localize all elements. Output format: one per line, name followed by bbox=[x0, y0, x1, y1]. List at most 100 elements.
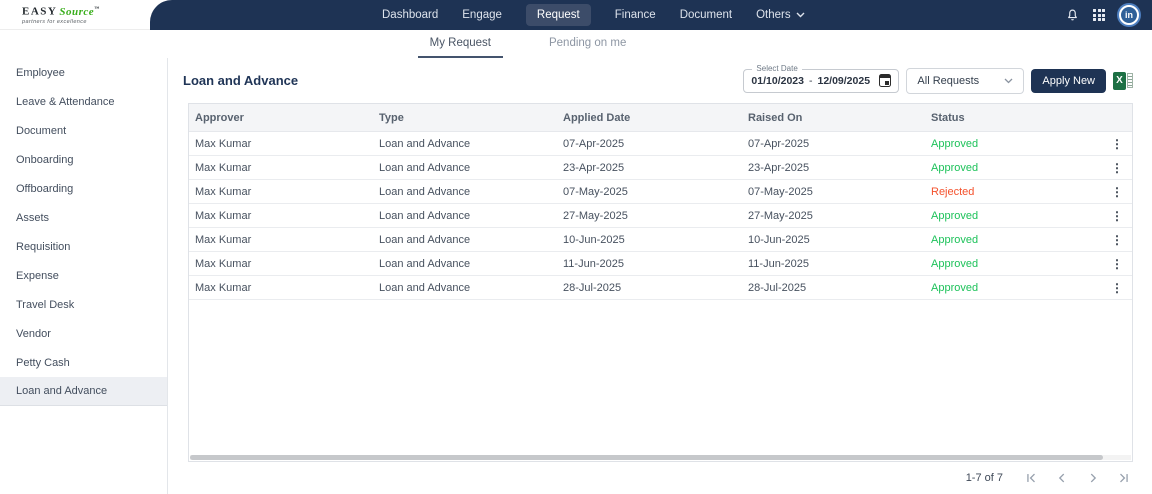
horizontal-scrollbar-thumb[interactable] bbox=[190, 455, 1103, 460]
raised-on-cell: 07-May-2025 bbox=[748, 185, 813, 198]
calendar-icon[interactable] bbox=[879, 74, 892, 87]
nav-item-dashboard[interactable]: Dashboard bbox=[382, 9, 439, 21]
type-cell: Loan and Advance bbox=[379, 137, 471, 150]
tab-pending-on-me[interactable]: Pending on me bbox=[548, 37, 627, 49]
row-actions-kebab-icon[interactable]: ⋮ bbox=[1111, 136, 1123, 151]
excel-sheet-glyph bbox=[1127, 73, 1133, 88]
nav-item-finance[interactable]: Finance bbox=[614, 9, 656, 21]
brand-easy: EASY bbox=[22, 5, 58, 18]
sidebar-item-document[interactable]: Document bbox=[16, 124, 67, 137]
status-text: Approved bbox=[931, 281, 979, 294]
raised-on-cell: 11-Jun-2025 bbox=[748, 257, 809, 270]
table-row: Max Kumar Loan and Advance 28-Jul-2025 2… bbox=[189, 276, 1132, 300]
pagination-bar: 1-7 of 7 bbox=[168, 462, 1152, 494]
table-row: Max Kumar Loan and Advance 07-May-2025 0… bbox=[189, 180, 1132, 204]
page-title: Loan and Advance bbox=[183, 73, 299, 88]
applied-date-cell: 27-May-2025 bbox=[563, 209, 628, 222]
table-row: Max Kumar Loan and Advance 11-Jun-2025 1… bbox=[189, 252, 1132, 276]
excel-x-glyph: X bbox=[1113, 71, 1126, 90]
status-text: Approved bbox=[931, 233, 979, 246]
applied-date-cell: 28-Jul-2025 bbox=[563, 281, 622, 294]
status-text: Approved bbox=[931, 209, 979, 222]
row-actions-kebab-icon[interactable]: ⋮ bbox=[1111, 232, 1123, 247]
sidebar: Employee Leave & Attendance Document Onb… bbox=[0, 58, 168, 494]
previous-page-button[interactable] bbox=[1055, 471, 1069, 485]
sidebar-item-requisition[interactable]: Requisition bbox=[16, 240, 71, 253]
col-raised-on: Raised On bbox=[748, 111, 803, 124]
date-end-value: 12/09/2025 bbox=[817, 74, 871, 87]
applied-date-cell: 07-May-2025 bbox=[563, 185, 628, 198]
row-actions-kebab-icon[interactable]: ⋮ bbox=[1111, 280, 1123, 295]
approver-cell: Max Kumar bbox=[195, 185, 252, 198]
request-type-value: All Requests bbox=[917, 74, 980, 87]
sidebar-item-offboarding[interactable]: Offboarding bbox=[16, 182, 74, 195]
tab-my-request[interactable]: My Request bbox=[417, 30, 503, 58]
sidebar-item-loan-and-advance[interactable]: Loan and Advance bbox=[0, 377, 167, 406]
approver-cell: Max Kumar bbox=[195, 137, 252, 150]
approver-cell: Max Kumar bbox=[195, 209, 252, 222]
sidebar-item-assets[interactable]: Assets bbox=[16, 211, 50, 224]
nav-item-engage[interactable]: Engage bbox=[462, 9, 502, 21]
nav-item-request[interactable]: Request bbox=[525, 4, 591, 26]
last-page-button[interactable] bbox=[1117, 471, 1131, 485]
status-text: Approved bbox=[931, 161, 979, 174]
apply-new-button[interactable]: Apply New bbox=[1031, 68, 1106, 93]
bell-icon[interactable] bbox=[1066, 8, 1079, 22]
col-applied-date: Applied Date bbox=[563, 111, 631, 124]
date-range-field[interactable]: Select Date 01/10/2023 - 12/09/2025 bbox=[743, 63, 900, 93]
sidebar-item-onboarding[interactable]: Onboarding bbox=[16, 153, 74, 166]
applied-date-cell: 10-Jun-2025 bbox=[563, 233, 625, 246]
navbar-band: Dashboard Engage Request Finance Documen… bbox=[150, 0, 1152, 30]
sidebar-item-travel-desk[interactable]: Travel Desk bbox=[16, 298, 75, 311]
approver-cell: Max Kumar bbox=[195, 233, 252, 246]
raised-on-cell: 27-May-2025 bbox=[748, 209, 813, 222]
status-text: Approved bbox=[931, 137, 979, 150]
brand-trademark: ™ bbox=[94, 7, 100, 13]
row-actions-kebab-icon[interactable]: ⋮ bbox=[1111, 184, 1123, 199]
sidebar-item-leave-attendance[interactable]: Leave & Attendance bbox=[16, 95, 115, 108]
table-row: Max Kumar Loan and Advance 07-Apr-2025 0… bbox=[189, 132, 1132, 156]
linkedin-logo-icon[interactable]: in bbox=[1119, 5, 1139, 25]
nav-item-document[interactable]: Document bbox=[679, 9, 733, 21]
next-page-button[interactable] bbox=[1086, 471, 1100, 485]
horizontal-scrollbar bbox=[190, 455, 1131, 460]
type-cell: Loan and Advance bbox=[379, 209, 471, 222]
date-start-value: 01/10/2023 bbox=[751, 74, 804, 87]
brand-name: EASY Source™ bbox=[22, 4, 150, 18]
requests-table: Approver Type Applied Date Raised On Sta… bbox=[188, 103, 1133, 462]
navbar-right: in bbox=[1066, 5, 1152, 25]
request-tabbar: My Request Pending on me bbox=[0, 30, 1056, 58]
main-panel: Loan and Advance Select Date 01/10/2023 … bbox=[168, 58, 1152, 494]
sidebar-item-vendor[interactable]: Vendor bbox=[16, 327, 51, 340]
date-separator: - bbox=[808, 74, 813, 87]
excel-export-icon[interactable]: X bbox=[1113, 71, 1133, 90]
chevron-down-icon bbox=[796, 12, 805, 18]
main-header: Loan and Advance Select Date 01/10/2023 … bbox=[168, 58, 1152, 103]
row-actions-kebab-icon[interactable]: ⋮ bbox=[1111, 256, 1123, 271]
table-row: Max Kumar Loan and Advance 27-May-2025 2… bbox=[189, 204, 1132, 228]
sidebar-item-employee[interactable]: Employee bbox=[16, 66, 65, 79]
brand-source: Source bbox=[59, 5, 95, 18]
raised-on-cell: 07-Apr-2025 bbox=[748, 137, 810, 150]
brand-logo: EASY Source™ partners for excellence bbox=[0, 0, 150, 30]
sidebar-item-expense[interactable]: Expense bbox=[16, 269, 59, 282]
table-row: Max Kumar Loan and Advance 10-Jun-2025 1… bbox=[189, 228, 1132, 252]
nav-item-others[interactable]: Others bbox=[756, 9, 805, 21]
request-type-select[interactable]: All Requests bbox=[906, 67, 1025, 94]
raised-on-cell: 23-Apr-2025 bbox=[748, 161, 810, 174]
col-status: Status bbox=[931, 111, 965, 124]
app-grid-icon[interactable] bbox=[1093, 9, 1105, 21]
applied-date-cell: 11-Jun-2025 bbox=[563, 257, 624, 270]
first-page-button[interactable] bbox=[1024, 471, 1038, 485]
chevron-down-icon bbox=[1004, 78, 1013, 83]
brand-tagline: partners for excellence bbox=[22, 18, 87, 25]
type-cell: Loan and Advance bbox=[379, 185, 471, 198]
raised-on-cell: 10-Jun-2025 bbox=[748, 233, 810, 246]
row-actions-kebab-icon[interactable]: ⋮ bbox=[1111, 160, 1123, 175]
pagination-range-label: 1-7 of 7 bbox=[965, 472, 1003, 484]
col-type: Type bbox=[379, 111, 404, 124]
type-cell: Loan and Advance bbox=[379, 257, 471, 270]
row-actions-kebab-icon[interactable]: ⋮ bbox=[1111, 208, 1123, 223]
status-text: Rejected bbox=[931, 185, 975, 198]
sidebar-item-petty-cash[interactable]: Petty Cash bbox=[16, 356, 70, 369]
